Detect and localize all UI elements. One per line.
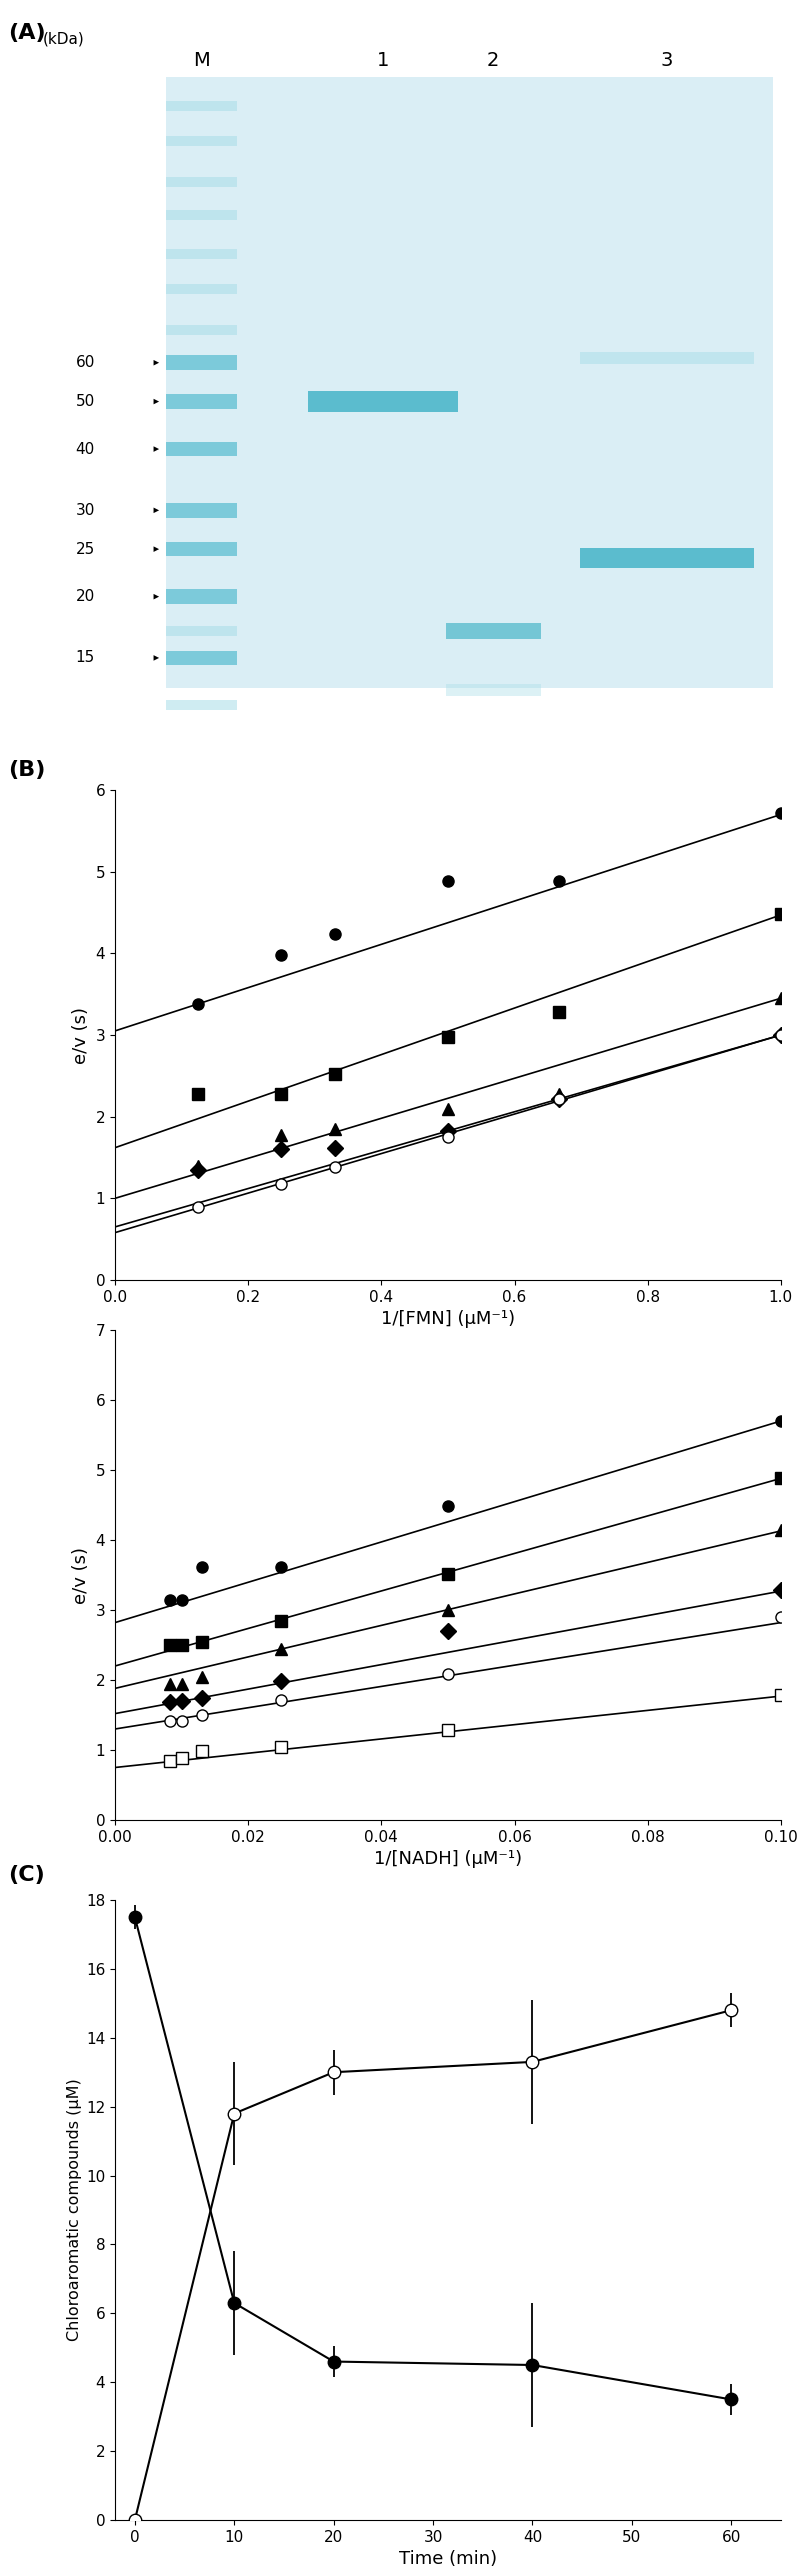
- Text: 60: 60: [76, 355, 95, 370]
- Bar: [166, 249, 237, 260]
- Text: 2: 2: [487, 51, 499, 69]
- X-axis label: 1/[FMN] (μM⁻¹): 1/[FMN] (μM⁻¹): [381, 1309, 515, 1327]
- Bar: [166, 136, 237, 147]
- Bar: [166, 177, 237, 188]
- Text: (B): (B): [8, 759, 45, 779]
- Bar: [166, 211, 237, 221]
- Text: (C): (C): [8, 1865, 45, 1885]
- Bar: [166, 543, 237, 556]
- Y-axis label: Chloroaromatic compounds (μM): Chloroaromatic compounds (μM): [67, 2078, 82, 2341]
- Bar: [446, 622, 541, 640]
- Bar: [308, 391, 458, 412]
- Bar: [166, 283, 237, 293]
- Bar: [166, 324, 237, 334]
- Bar: [166, 589, 237, 604]
- Bar: [580, 548, 753, 568]
- Bar: [166, 700, 237, 710]
- X-axis label: Time (min): Time (min): [398, 2551, 497, 2569]
- Bar: [446, 684, 541, 697]
- Bar: [166, 394, 237, 409]
- Text: 15: 15: [76, 651, 95, 666]
- Bar: [166, 100, 237, 111]
- Y-axis label: e/v (s): e/v (s): [72, 1546, 90, 1602]
- Text: 3: 3: [661, 51, 673, 69]
- Bar: [166, 504, 237, 517]
- Text: 50: 50: [76, 394, 95, 409]
- Text: 25: 25: [76, 543, 95, 556]
- Bar: [166, 77, 774, 689]
- Text: (A): (A): [8, 23, 46, 44]
- Y-axis label: e/v (s): e/v (s): [72, 1006, 90, 1062]
- Text: 40: 40: [76, 442, 95, 458]
- Text: 20: 20: [76, 589, 95, 604]
- X-axis label: 1/[NADH] (μM⁻¹): 1/[NADH] (μM⁻¹): [374, 1849, 522, 1867]
- Text: (kDa): (kDa): [43, 31, 85, 46]
- Bar: [166, 355, 237, 370]
- Bar: [166, 651, 237, 666]
- Bar: [580, 352, 753, 363]
- Text: M: M: [193, 51, 210, 69]
- Bar: [166, 628, 237, 635]
- Text: 30: 30: [76, 504, 95, 517]
- Text: 1: 1: [377, 51, 389, 69]
- Bar: [166, 442, 237, 455]
